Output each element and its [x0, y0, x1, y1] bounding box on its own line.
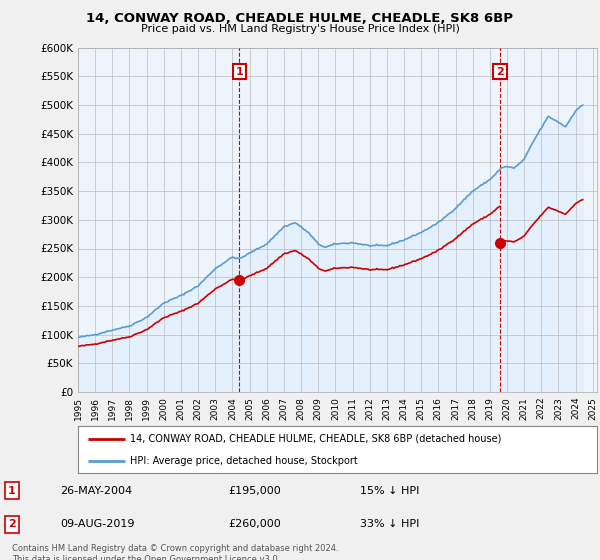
Text: £195,000: £195,000: [228, 486, 281, 496]
Text: 2: 2: [496, 67, 504, 77]
Text: 09-AUG-2019: 09-AUG-2019: [60, 519, 134, 529]
Text: 1: 1: [235, 67, 243, 77]
Text: 2: 2: [8, 519, 16, 529]
Text: 1: 1: [8, 486, 16, 496]
Text: 26-MAY-2004: 26-MAY-2004: [60, 486, 132, 496]
Text: HPI: Average price, detached house, Stockport: HPI: Average price, detached house, Stoc…: [130, 456, 358, 466]
Text: 14, CONWAY ROAD, CHEADLE HULME, CHEADLE, SK8 6BP (detached house): 14, CONWAY ROAD, CHEADLE HULME, CHEADLE,…: [130, 434, 501, 444]
Text: £260,000: £260,000: [228, 519, 281, 529]
Text: 14, CONWAY ROAD, CHEADLE HULME, CHEADLE, SK8 6BP: 14, CONWAY ROAD, CHEADLE HULME, CHEADLE,…: [86, 12, 514, 25]
Text: Contains HM Land Registry data © Crown copyright and database right 2024.
This d: Contains HM Land Registry data © Crown c…: [12, 544, 338, 560]
Text: Price paid vs. HM Land Registry's House Price Index (HPI): Price paid vs. HM Land Registry's House …: [140, 24, 460, 34]
Text: 33% ↓ HPI: 33% ↓ HPI: [360, 519, 419, 529]
Text: 15% ↓ HPI: 15% ↓ HPI: [360, 486, 419, 496]
